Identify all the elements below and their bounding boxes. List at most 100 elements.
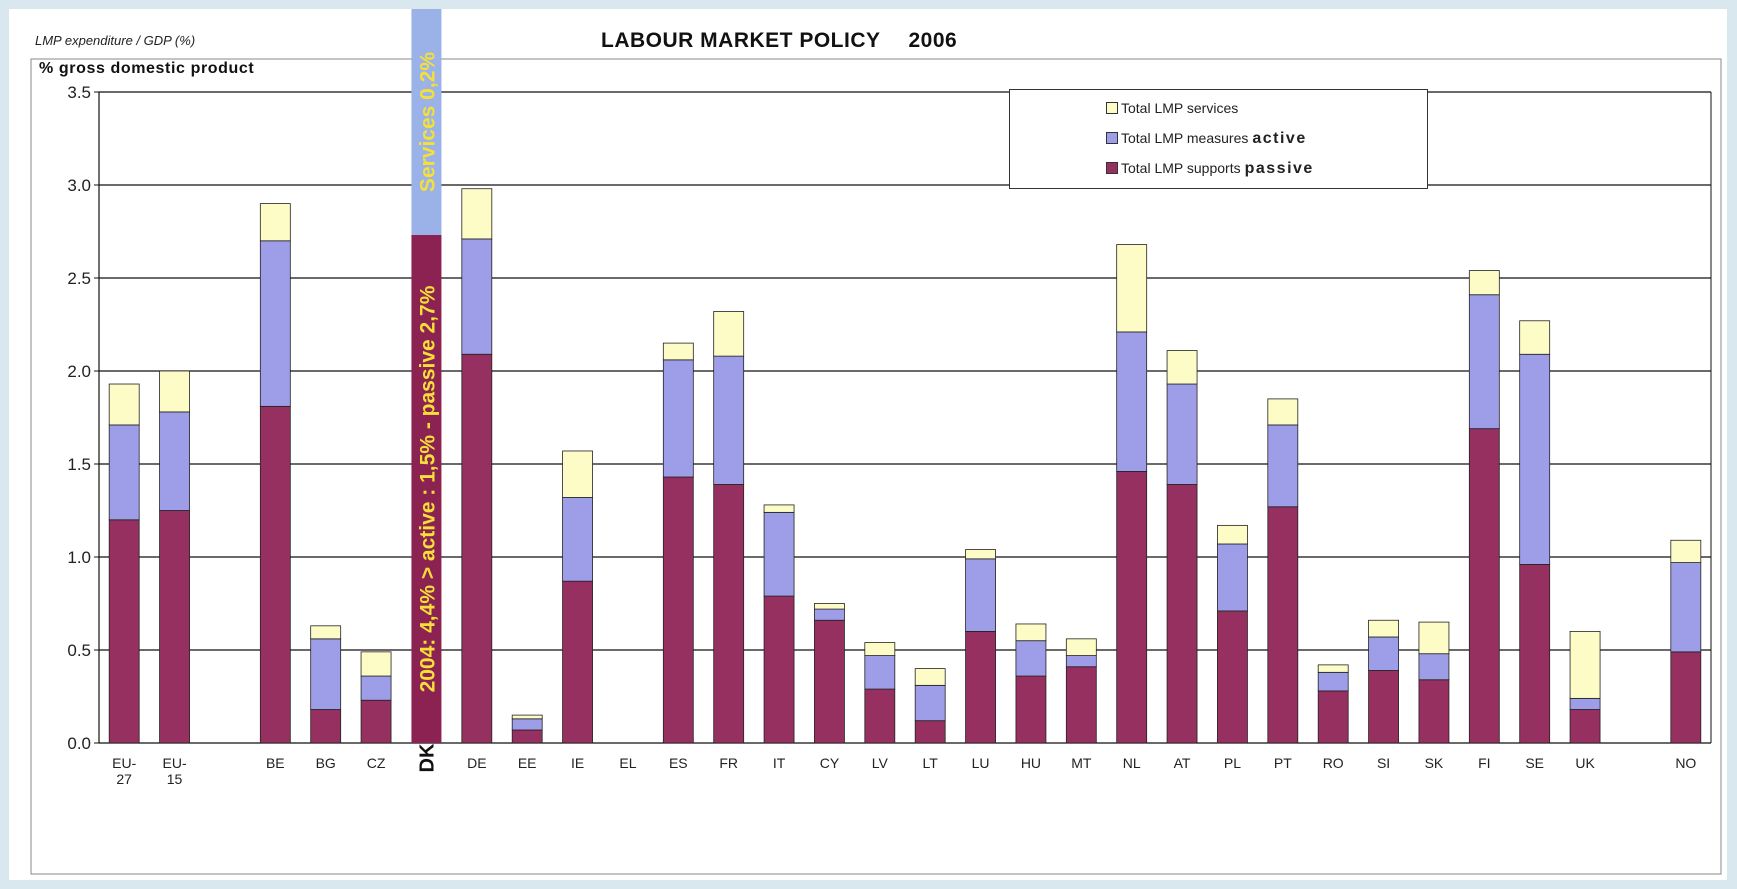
- x-tick-label: CY: [820, 755, 840, 771]
- x-tick-label: PL: [1224, 755, 1241, 771]
- x-tick-label: DE: [467, 755, 486, 771]
- bar-segment-active: [662, 359, 694, 478]
- chart-title-text: LABOUR MARKET POLICY: [601, 29, 881, 52]
- bar-segment-passive: [310, 709, 342, 744]
- bar-segment-passive: [1015, 675, 1047, 744]
- y-tick-label: 3.5: [67, 83, 91, 102]
- bar-segment-services: [310, 625, 342, 640]
- bar-segment-active: [1569, 697, 1601, 710]
- x-tick-label: FI: [1478, 755, 1490, 771]
- dk-banner-services-text: Services 0,2%: [416, 52, 439, 192]
- bar-segment-services: [1015, 623, 1047, 642]
- legend-item-services: Total LMP services: [1106, 100, 1238, 116]
- bar-segment-active: [1116, 331, 1148, 472]
- bar-segment-services: [360, 651, 392, 677]
- bar-segment-services: [1217, 524, 1248, 545]
- bar-segment-services: [159, 370, 190, 413]
- legend-swatch-services: [1106, 102, 1118, 114]
- bar-segment-services: [461, 188, 493, 240]
- bar-segment-active: [159, 411, 190, 511]
- chart-figure: 0.0 0.5 1.0 1.5 2.0 2.5 3.0 3.5 EU- 27 EU- 15 BE BG CZ…: [9, 9, 1727, 880]
- x-tick-label: CZ: [367, 755, 386, 771]
- bar-segment-passive: [159, 510, 190, 744]
- y-tick-label: 1.0: [67, 548, 91, 567]
- bar-segment-passive: [1468, 428, 1500, 744]
- bar-segment-active: [1317, 671, 1349, 692]
- bar-segment-passive: [1670, 651, 1702, 744]
- bar-segment-passive: [1166, 484, 1198, 744]
- x-tick-label: NL: [1123, 755, 1141, 771]
- bar-segment-passive: [864, 688, 896, 744]
- x-tick-label: EL: [619, 755, 636, 771]
- dk-banner-main: [411, 235, 442, 743]
- bar-segment-passive: [1116, 471, 1148, 744]
- x-tick-label: EU-: [112, 755, 136, 771]
- bar-segment-active: [1368, 636, 1399, 671]
- bar-segment-services: [1519, 320, 1551, 355]
- bar-segment-active: [511, 718, 543, 731]
- x-tick-label: EE: [518, 755, 537, 771]
- bar-segment-passive: [1418, 679, 1450, 744]
- x-tick-label: EU-: [163, 755, 187, 771]
- bar-segment-active: [360, 675, 392, 701]
- bar-segment-passive: [511, 729, 543, 744]
- bar-segment-active: [1015, 640, 1047, 677]
- y-tick-label: 3.0: [67, 176, 91, 195]
- bar-segment-services: [1368, 619, 1399, 638]
- x-tick-label: SK: [1425, 755, 1444, 771]
- y-tick-label: 0.5: [67, 641, 91, 660]
- bar-segment-passive: [1368, 670, 1399, 744]
- bar-segment-active: [1166, 383, 1198, 485]
- bar-segment-active: [108, 424, 140, 521]
- bar-segment-services: [1065, 638, 1097, 656]
- x-tick-label: SE: [1525, 755, 1544, 771]
- bar-segment-passive: [360, 699, 392, 744]
- legend-swatch-passive: [1106, 162, 1118, 174]
- bar-segment-services: [1670, 539, 1702, 563]
- bar-segment-passive: [1569, 709, 1601, 744]
- bar-segment-active: [259, 240, 291, 407]
- bar-segment-passive: [763, 595, 795, 744]
- legend-item-active: Total LMP measures active: [1106, 130, 1307, 148]
- x-tick-label: MT: [1071, 755, 1092, 771]
- bar-segment-services: [1468, 270, 1500, 296]
- x-tick-label: 15: [167, 771, 183, 787]
- bar-segment-services: [1116, 244, 1148, 333]
- x-tick-label: LV: [872, 755, 889, 771]
- bar-segment-services: [1418, 621, 1450, 655]
- chart-outer-border: [30, 58, 1722, 875]
- bar-segment-active: [914, 684, 946, 722]
- legend-label-services: Total LMP services: [1121, 100, 1239, 116]
- x-tick-label: SI: [1377, 755, 1390, 771]
- x-tick-label: PT: [1274, 755, 1292, 771]
- bar-segment-services: [814, 603, 845, 610]
- bar-segment-active: [1468, 294, 1500, 430]
- bar-segment-services: [662, 342, 694, 361]
- bar-segment-active: [965, 558, 996, 632]
- bar-segment-passive: [461, 353, 493, 744]
- bar-segment-services: [108, 383, 140, 426]
- bar-segment-active: [814, 608, 845, 621]
- chart-title-year: 2006: [908, 29, 958, 52]
- legend-label-active-emphasis: active: [1252, 130, 1307, 147]
- x-tick-label-dk: DK: [416, 743, 438, 772]
- bar-segment-active: [763, 511, 795, 597]
- dk-banner-main-text: 2004: 4,4% > active : 1,5% - passive 2,7…: [416, 285, 439, 692]
- bar-segment-active: [1519, 353, 1551, 565]
- legend-label-passive: Total LMP supports: [1121, 160, 1241, 176]
- x-tick-label: UK: [1575, 755, 1595, 771]
- bar-segment-active: [310, 638, 342, 710]
- y-tick-label: 1.5: [67, 455, 91, 474]
- bar-segment-active: [1217, 543, 1248, 612]
- bar-segment-services: [914, 668, 946, 686]
- bar-segment-services: [511, 714, 543, 720]
- x-tick-label: RO: [1323, 755, 1344, 771]
- x-tick-label: AT: [1174, 755, 1191, 771]
- y-tick-label: 0.0: [67, 734, 91, 753]
- x-tick-label: LU: [972, 755, 990, 771]
- bar-segment-active: [1418, 653, 1450, 681]
- bar-segment-services: [965, 549, 996, 560]
- x-tick-label: LT: [923, 755, 939, 771]
- bar-segment-passive: [1065, 666, 1097, 744]
